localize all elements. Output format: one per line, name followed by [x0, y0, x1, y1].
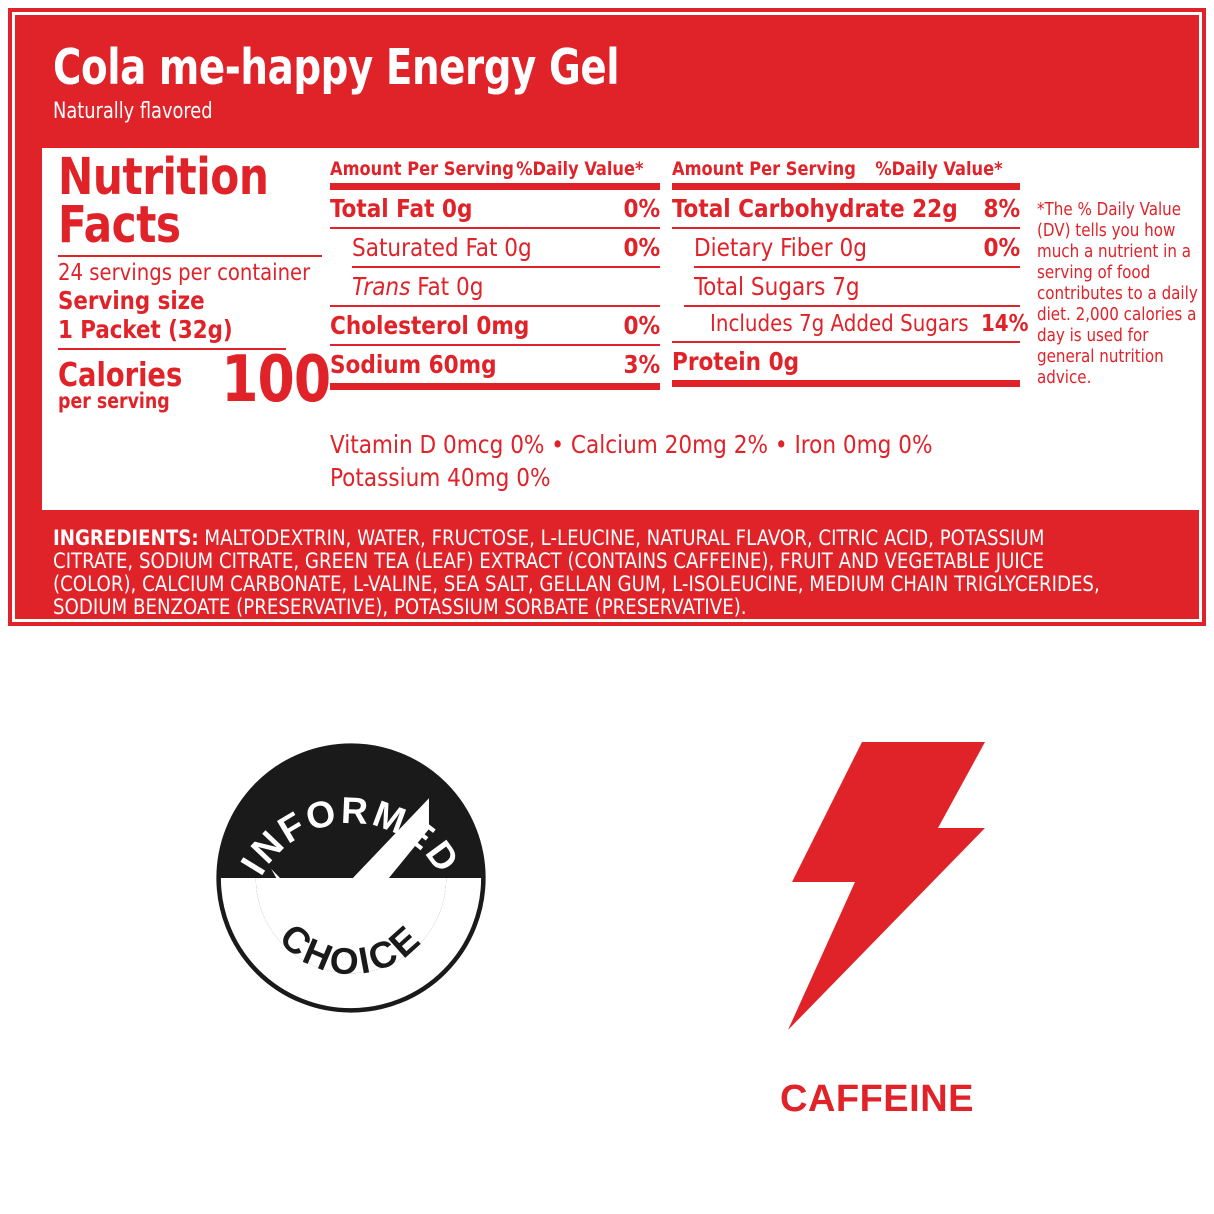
- table-row: Cholesterol 0mg 0%: [330, 307, 660, 341]
- nutrient-name: Protein 0g: [672, 347, 800, 376]
- nutrient-dv: 0%: [623, 194, 660, 223]
- nutrient-name: Saturated Fat 0g: [352, 233, 532, 262]
- nutrient-dv: 3%: [623, 350, 660, 379]
- nutrient-name: Total Carbohydrate 22g: [672, 194, 958, 223]
- table-row: Total Fat 0g 0%: [330, 190, 660, 224]
- page-title: Cola me-happy Energy Gel: [53, 39, 620, 96]
- nutrient-column-right: Amount Per Serving %Daily Value* Total C…: [672, 158, 1029, 387]
- table-row: Sodium 60mg 3%: [330, 346, 660, 380]
- informed-choice-badge: INFORMED CHOICE: [215, 742, 487, 1014]
- nutrient-dv: 0%: [983, 233, 1020, 262]
- vitamins-minerals-block: Vitamin D 0mcg 0% • Calcium 20mg 2% • Ir…: [330, 428, 1030, 494]
- daily-value-header: %Daily Value*: [516, 158, 644, 180]
- nutrient-dv: 8%: [983, 194, 1020, 223]
- ingredients-text: MALTODEXTRIN, WATER, FRUCTOSE, L-LEUCINE…: [53, 526, 1100, 620]
- nutrient-name: Total Sugars 7g: [694, 272, 860, 301]
- nutrient-dv: 14%: [981, 311, 1029, 337]
- nutrition-facts-heading-line1: Nutrition: [58, 148, 269, 207]
- nutrition-facts-box: Nutrition Facts 24 servings per containe…: [42, 148, 1202, 510]
- divider: [330, 305, 660, 307]
- nutrient-dv: 0%: [623, 233, 660, 262]
- nutrition-facts-summary: Nutrition Facts 24 servings per containe…: [58, 148, 331, 424]
- amount-per-serving-header: Amount Per Serving: [330, 158, 514, 180]
- caffeine-bolt: [770, 730, 985, 1050]
- divider: [694, 266, 1020, 268]
- divider: [58, 255, 322, 257]
- table-row: Total Sugars 7g: [672, 268, 1020, 302]
- table-row: Total Carbohydrate 22g 8%: [672, 190, 1020, 224]
- divider: [684, 305, 1020, 307]
- column-header-row: Amount Per Serving %Daily Value*: [330, 158, 644, 180]
- divider-thick: [672, 380, 1020, 387]
- nutrition-label-panel: Cola me-happy Energy Gel Naturally flavo…: [8, 8, 1206, 626]
- divider: [58, 348, 286, 350]
- daily-value-footnote-text: *The % Daily Value (DV) tells you how mu…: [1037, 200, 1198, 388]
- amount-per-serving-header: Amount Per Serving: [672, 158, 856, 180]
- table-row: Dietary Fiber 0g 0%: [672, 229, 1020, 263]
- product-title-block: Cola me-happy Energy Gel Naturally flavo…: [53, 39, 1153, 125]
- nutrient-name: Total Fat 0g: [330, 194, 473, 223]
- divider-thick: [330, 383, 660, 390]
- caffeine-label: CAFFEINE: [780, 1078, 974, 1120]
- table-row: Trans Fat 0g: [330, 268, 660, 302]
- daily-value-header: %Daily Value*: [875, 158, 1003, 180]
- divider: [672, 341, 1020, 343]
- divider: [352, 266, 660, 268]
- daily-value-footnote: *The % Daily Value (DV) tells you how mu…: [1037, 200, 1205, 389]
- vitamins-line-2: Potassium 40mg 0%: [330, 463, 551, 492]
- ingredients-block: INGREDIENTS: MALTODEXTRIN, WATER, FRUCTO…: [53, 527, 1125, 619]
- product-subtitle: Naturally flavored: [53, 99, 213, 124]
- divider-thick: [672, 183, 1020, 190]
- vitamins-line-1: Vitamin D 0mcg 0% • Calcium 20mg 2% • Ir…: [330, 430, 933, 459]
- nutrient-name: Trans Fat 0g: [352, 272, 484, 301]
- table-row: Saturated Fat 0g 0%: [330, 229, 660, 263]
- nutrition-facts-heading-line2: Facts: [58, 196, 181, 255]
- divider: [330, 227, 660, 229]
- nutrient-name: Dietary Fiber 0g: [694, 233, 867, 262]
- nutrient-name: Cholesterol 0mg: [330, 311, 530, 340]
- divider: [330, 344, 660, 346]
- serving-size-value: 1 Packet (32g): [58, 315, 233, 344]
- serving-size-label: Serving size: [58, 286, 205, 315]
- calories-value: 100: [221, 343, 331, 417]
- divider: [672, 227, 1020, 229]
- nutrient-column-left: Amount Per Serving %Daily Value* Total F…: [330, 158, 660, 390]
- servings-per-container: 24 servings per container: [58, 260, 311, 286]
- table-row: Protein 0g: [672, 343, 1020, 377]
- lightning-bolt-icon: [788, 742, 985, 1030]
- ingredients-label: INGREDIENTS:: [53, 526, 199, 551]
- nutrient-name: Includes 7g Added Sugars: [710, 311, 969, 337]
- calories-sublabel: per serving: [58, 389, 170, 413]
- label-panel-inner: Cola me-happy Energy Gel Naturally flavo…: [23, 23, 1202, 619]
- nutrient-dv: 0%: [623, 311, 660, 340]
- table-row: Includes 7g Added Sugars 14%: [672, 307, 1029, 338]
- calories-row: Calories per serving 100: [58, 348, 331, 424]
- calories-label: Calories: [58, 355, 183, 394]
- divider-thick: [330, 183, 660, 190]
- column-header-row: Amount Per Serving %Daily Value*: [672, 158, 1003, 180]
- nutrient-name: Sodium 60mg: [330, 350, 497, 379]
